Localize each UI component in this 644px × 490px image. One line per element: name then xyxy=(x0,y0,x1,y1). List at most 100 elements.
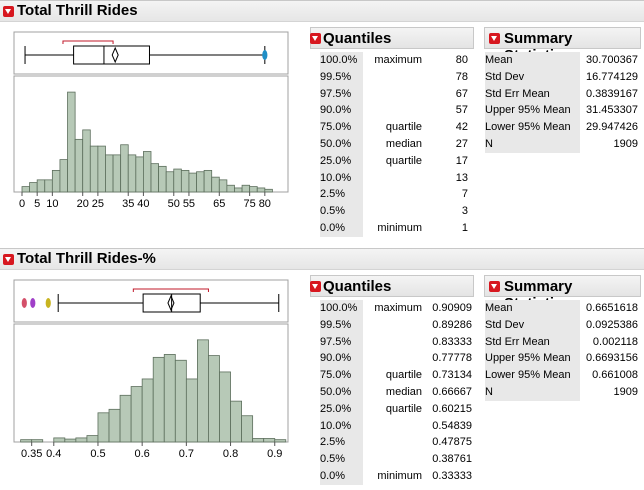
histogram-bar xyxy=(112,154,122,193)
histogram-bar xyxy=(36,179,46,193)
distribution-plot-thrill-rides-percent: 0.35 0.4 0.5 0.6 0.7 0.8 0.9 xyxy=(13,279,289,460)
histogram-bar xyxy=(130,386,143,443)
summary-stat-value: 0.6651618 xyxy=(586,302,638,314)
disclosure-triangle-icon[interactable] xyxy=(489,281,500,292)
shortest-half-bracket xyxy=(62,40,114,44)
x-tick-label: 65 xyxy=(213,198,225,210)
quantile-label: quartile xyxy=(385,154,422,167)
histogram-bar xyxy=(105,154,114,193)
summary-value-column: 30.700367 16.774129 0.3839167 31.453307 29.9… xyxy=(581,52,638,153)
histogram-bar xyxy=(188,172,197,193)
summary-stat-label: Std Dev xyxy=(485,70,525,83)
quantile-percent: 50.0% xyxy=(320,137,352,150)
histogram-bar xyxy=(249,186,258,193)
quantile-label-column: maximum quartile median quartile minimum xyxy=(364,52,422,237)
summary-stat-label: Std Err Mean xyxy=(485,87,550,100)
histogram-bar xyxy=(108,408,121,443)
summary-stat-value: 16.774129 xyxy=(586,70,638,83)
summary-stat-value: 0.6693156 xyxy=(586,352,638,365)
x-tick-label: 25 xyxy=(92,198,104,210)
quantiles-title: Quantiles xyxy=(323,278,392,295)
histogram-bar xyxy=(135,156,144,193)
disclosure-triangle-icon[interactable] xyxy=(3,254,14,265)
histogram-bar xyxy=(141,378,154,443)
quantile-value: 42 xyxy=(455,121,468,134)
histogram-bar xyxy=(208,355,220,443)
histogram-bar xyxy=(67,91,76,193)
quantiles-title: Quantiles xyxy=(323,30,392,47)
quantile-percent-column: 100.0% 99.5% 97.5% 90.0% 75.0% 50.0% 25.0% 10.0… xyxy=(320,52,363,237)
quantile-percent: 75.0% xyxy=(320,369,352,382)
quantile-value: 78 xyxy=(455,70,468,83)
x-tick-label: 0.35 xyxy=(21,448,42,460)
quantile-percent: 97.5% xyxy=(320,87,352,100)
histogram-bar xyxy=(59,159,68,193)
quantile-percent: 99.5% xyxy=(320,70,352,83)
disclosure-triangle-icon[interactable] xyxy=(310,33,321,44)
quantile-percent: 0.5% xyxy=(320,453,346,466)
histogram-bar xyxy=(64,438,77,443)
quantile-percent: 10.0% xyxy=(320,171,352,184)
disclosure-triangle-icon[interactable] xyxy=(489,33,500,44)
histogram-bars xyxy=(20,339,287,443)
quantile-label xyxy=(364,434,422,451)
histogram-bar xyxy=(97,145,106,193)
summary-stat-label: Mean xyxy=(485,54,513,66)
x-axis: 0 5 10 20 25 35 40 50 55 65 75 80 xyxy=(19,192,271,210)
histogram-bar xyxy=(252,438,265,443)
histogram-bar xyxy=(241,184,251,193)
histogram-bar xyxy=(165,171,175,193)
quantiles-header[interactable]: Quantiles xyxy=(310,27,474,49)
quantile-percent: 10.0% xyxy=(320,419,352,432)
summary-stat-label: Lower 95% Mean xyxy=(485,369,571,382)
quantile-value: 0.89286 xyxy=(432,318,472,331)
quantile-percent: 2.5% xyxy=(320,436,346,449)
summary-stat-value: 1909 xyxy=(613,385,638,398)
quantile-percent: 0.0% xyxy=(320,469,346,482)
summary-statistics-header[interactable]: Summary Statistics xyxy=(484,27,641,64)
histogram-bar xyxy=(274,439,287,443)
histogram-bar xyxy=(44,179,53,193)
histogram-bar xyxy=(143,151,152,193)
quantile-label xyxy=(364,350,422,367)
quantile-label xyxy=(364,203,422,220)
outlier-box-plot xyxy=(24,40,268,65)
outlier-point xyxy=(21,298,27,308)
histogram-bar xyxy=(234,187,243,193)
disclosure-triangle-icon[interactable] xyxy=(310,281,321,292)
x-tick-label: 10 xyxy=(46,198,58,210)
quantiles-header[interactable]: Quantiles xyxy=(310,275,474,297)
quantile-label xyxy=(364,69,422,86)
section-title: Total Thrill Rides-% xyxy=(17,250,156,267)
histogram-bar xyxy=(86,435,99,443)
histogram-bar xyxy=(197,339,209,443)
summary-stat-label: Upper 95% Mean xyxy=(485,104,571,117)
x-tick-label: 0.7 xyxy=(179,448,194,460)
disclosure-triangle-icon[interactable] xyxy=(3,6,14,17)
histogram-bar xyxy=(150,163,159,193)
histogram-bar xyxy=(29,182,38,193)
summary-statistics-header[interactable]: Summary Statistics xyxy=(484,275,641,312)
section-header-thrill-rides-percent: Total Thrill Rides-% xyxy=(0,248,644,270)
quantile-value-column: 0.90909 0.89286 0.83333 0.77778 0.73134 0.666… xyxy=(422,300,472,485)
quantile-label xyxy=(364,334,422,351)
histogram-bar xyxy=(226,184,235,193)
histogram-bar xyxy=(119,394,132,443)
summary-label-column: Mean Std Dev Std Err Mean Upper 95% Mean Low… xyxy=(485,52,580,153)
outlier-point xyxy=(45,298,51,308)
quantile-label: median xyxy=(385,137,422,150)
x-tick-label: 5 xyxy=(34,198,40,210)
outlier-point xyxy=(30,298,36,308)
histogram-bar xyxy=(31,439,44,443)
quantile-percent: 90.0% xyxy=(320,104,352,117)
boxplot-box xyxy=(73,45,150,65)
summary-stat-value: 30.700367 xyxy=(586,54,638,66)
section-header-thrill-rides: Total Thrill Rides xyxy=(0,0,644,22)
quantile-value: 1 xyxy=(461,221,468,234)
histogram-bars xyxy=(21,91,273,193)
quantile-value: 17 xyxy=(455,154,468,167)
histogram-bar xyxy=(264,188,273,193)
quantile-label xyxy=(364,317,422,334)
quantile-percent: 25.0% xyxy=(320,402,352,415)
histogram-bar xyxy=(51,169,61,193)
